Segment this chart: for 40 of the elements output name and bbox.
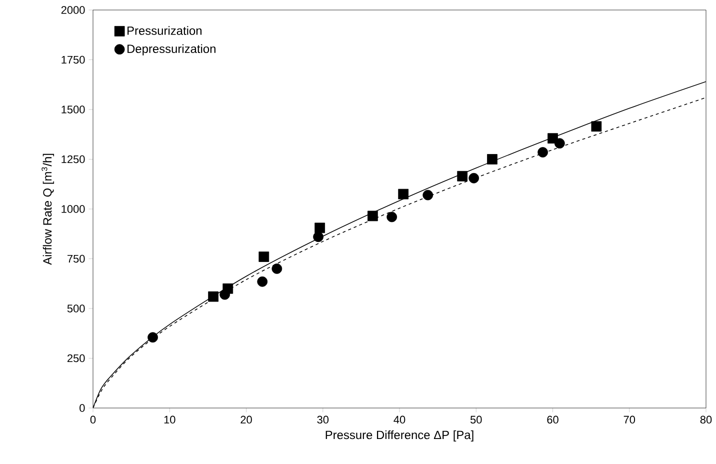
x-tick-label: 40 <box>394 416 406 424</box>
point <box>272 264 282 274</box>
y-tick-label: 1750 <box>62 56 85 64</box>
x-tick-label: 60 <box>547 416 558 424</box>
point <box>258 252 270 262</box>
point <box>398 188 409 200</box>
point <box>591 121 602 132</box>
legend-label: Pressurization <box>128 26 202 35</box>
y-tick-label: 750 <box>68 254 85 263</box>
point <box>538 147 548 158</box>
y-tick-label: 250 <box>67 354 85 362</box>
y-tick-label: 1250 <box>62 155 85 164</box>
y-tick-label: 500 <box>67 304 85 312</box>
x-tick-label: 80 <box>700 416 712 424</box>
y-tick-label: 1000 <box>62 205 85 213</box>
point <box>422 190 434 200</box>
point <box>313 232 324 242</box>
x-tick-label: 30 <box>317 416 329 424</box>
point <box>208 291 218 302</box>
point <box>148 332 158 343</box>
x-tick-label: 70 <box>624 416 636 424</box>
x-tick-label: 50 <box>470 416 482 424</box>
x-tick-label: 20 <box>240 416 252 424</box>
y-tick-label: 1500 <box>62 106 85 114</box>
point <box>554 138 565 149</box>
legend-label: Depressurization <box>128 44 216 56</box>
point <box>257 276 268 287</box>
point <box>368 210 378 222</box>
point <box>220 289 230 300</box>
x-tick-label: 0 <box>90 416 96 424</box>
point <box>457 170 468 182</box>
y-tick-label: 2000 <box>61 6 85 14</box>
point <box>468 172 480 184</box>
x-axis-title: Pressure Difference ΔP [Pa] <box>326 430 474 442</box>
y-axis-title: Airflow Rate Q [m$^{3}$/h] <box>42 154 54 265</box>
point <box>487 154 498 164</box>
point <box>314 222 325 234</box>
x-tick-label: 10 <box>164 416 176 424</box>
y-tick-label: 0 <box>80 404 85 412</box>
point <box>386 212 398 222</box>
